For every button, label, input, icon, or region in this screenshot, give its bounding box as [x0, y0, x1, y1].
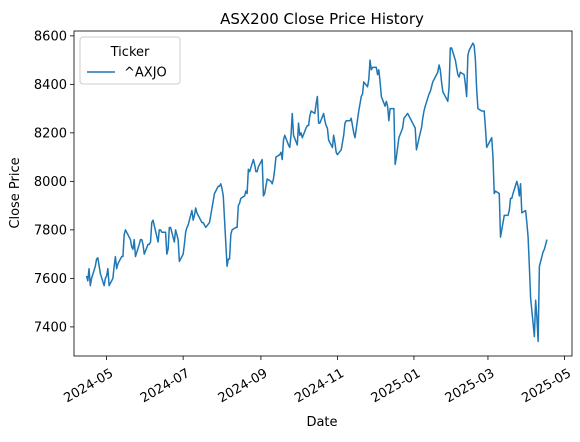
x-tick-label: 2025-05 [519, 366, 574, 406]
x-tick-label: 2024-05 [61, 366, 116, 406]
x-axis-label: Date [306, 415, 337, 430]
y-tick-label: 8000 [34, 175, 67, 190]
y-tick-label: 8400 [34, 78, 67, 93]
chart-title: ASX200 Close Price History [220, 10, 424, 28]
y-tick-label: 7800 [34, 223, 67, 238]
y-tick-label: 8600 [34, 29, 67, 44]
plot-area: 7400 7600 7800 8000 8200 8400 8600 2024-05 2024-… [34, 29, 574, 406]
x-tick-label: 2024-09 [216, 366, 271, 406]
y-tick-label: 7600 [34, 272, 67, 287]
y-axis-label: Close Price [8, 157, 23, 228]
x-tick-label: 2024-07 [138, 366, 193, 406]
y-tick-label: 7400 [34, 320, 67, 335]
y-tick-label: 8200 [34, 126, 67, 141]
axes-frame [73, 30, 573, 357]
legend-entry-label: ^AXJO [124, 66, 167, 81]
legend-title: Ticker [110, 45, 150, 60]
x-tick-label: 2024-11 [292, 366, 347, 406]
series-line-0 [85, 42, 548, 343]
legend: Ticker ^AXJO [79, 36, 181, 85]
x-tick-label: 2025-03 [443, 366, 498, 406]
x-tick-label: 2025-01 [369, 366, 424, 406]
